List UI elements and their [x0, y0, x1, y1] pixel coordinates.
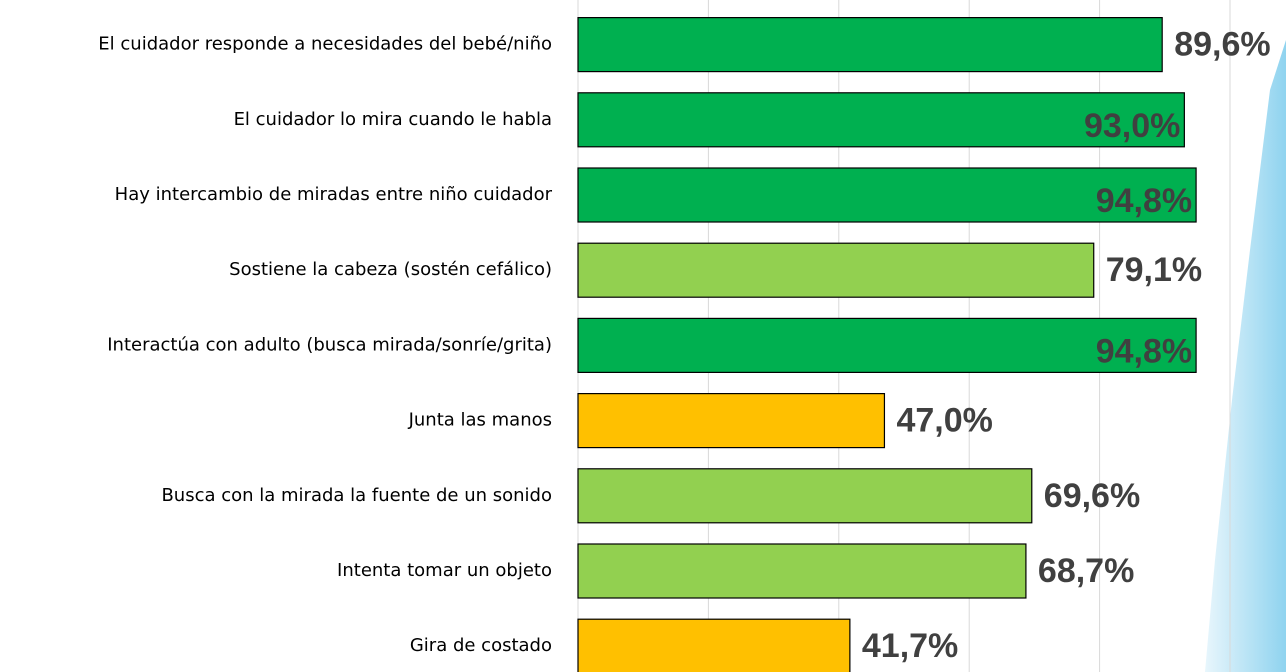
value-label: 68,7%	[1038, 552, 1134, 590]
value-label: 93,0%	[1084, 107, 1180, 145]
category-label: Gira de costado	[410, 635, 552, 656]
category-label: Interactúa con adulto (busca mirada/sonr…	[107, 334, 552, 355]
bar	[577, 468, 1033, 524]
value-label: 69,6%	[1044, 477, 1140, 515]
value-label: 94,8%	[1096, 182, 1192, 220]
bar	[577, 393, 886, 449]
value-label: 94,8%	[1096, 332, 1192, 370]
category-label: Busca con la mirada la fuente de un soni…	[161, 485, 552, 506]
category-label: Sostiene la cabeza (sostén cefálico)	[229, 259, 552, 280]
value-label: 79,1%	[1106, 251, 1202, 289]
bar	[577, 618, 851, 672]
category-label: Hay intercambio de miradas entre niño cu…	[115, 184, 553, 205]
bar	[577, 543, 1027, 599]
value-label: 41,7%	[862, 627, 958, 665]
bar	[577, 167, 1197, 223]
bar	[577, 92, 1185, 148]
category-label: Intenta tomar un objeto	[337, 560, 552, 581]
category-label: El cuidador responde a necesidades del b…	[98, 34, 552, 55]
bar	[577, 242, 1095, 298]
bar	[577, 17, 1163, 73]
decoration	[1205, 40, 1286, 672]
category-label: El cuidador lo mira cuando le habla	[234, 109, 552, 130]
bar	[577, 317, 1197, 373]
category-label: Junta las manos	[408, 410, 552, 431]
value-label: 47,0%	[896, 402, 992, 440]
value-label: 89,6%	[1174, 26, 1270, 64]
